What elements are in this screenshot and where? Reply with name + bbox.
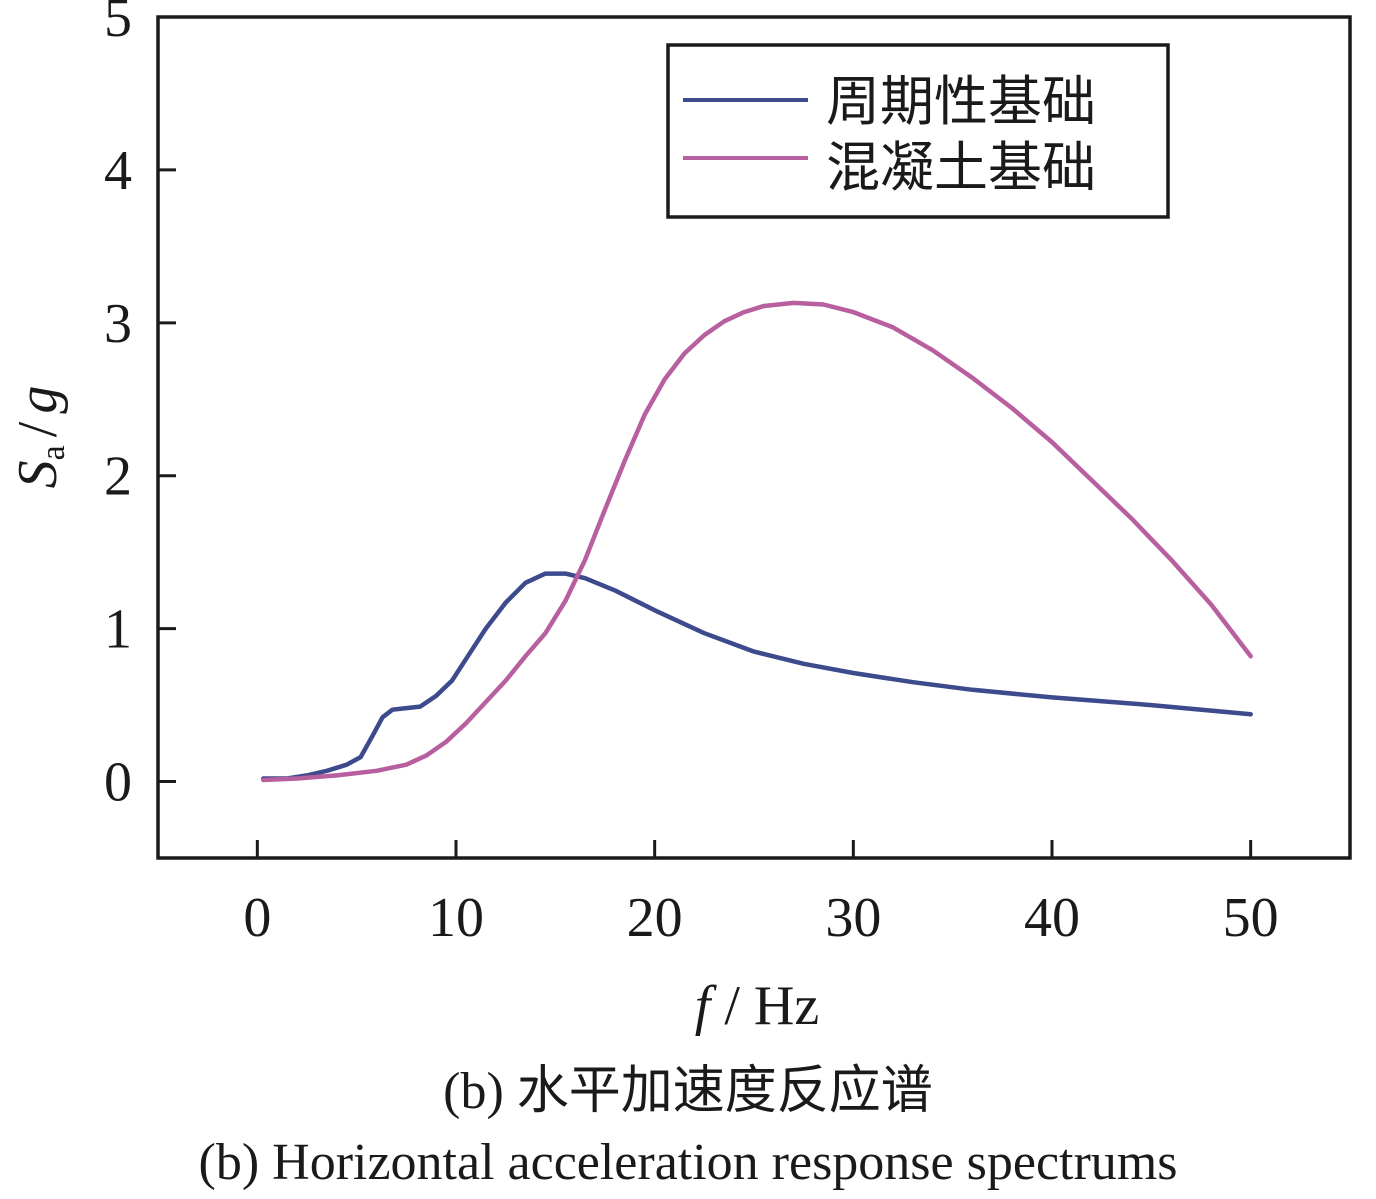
legend-label-concrete: 混凝土基础 — [826, 136, 1096, 199]
legend: 周期性基础 混凝土基础 — [666, 43, 1170, 219]
series-line-periodic — [261, 571, 1253, 781]
y-axis-label: Sa / g — [7, 386, 72, 489]
series-line-concrete — [261, 300, 1253, 783]
y-tick-label: 1 — [104, 599, 132, 661]
svg-text:Sa/g: Sa / g — [7, 386, 72, 489]
legend-box — [666, 43, 1170, 219]
figure-caption-english: (b) Horizontal acceleration response spe… — [198, 1134, 1178, 1191]
x-axis-label: f / Hz — [695, 975, 819, 1037]
tick-labels: 0 10 20 30 40 50 0 1 2 3 4 5 — [104, 0, 1279, 949]
y-axis-label-symbol: S — [7, 460, 69, 488]
x-tick-label: 50 — [1223, 887, 1279, 949]
plot-frame — [156, 15, 1352, 860]
y-tick-label: 0 — [104, 752, 132, 814]
x-tick-label: 0 — [243, 887, 271, 949]
x-tick-label: 30 — [825, 887, 881, 949]
x-tick-label: 40 — [1024, 887, 1080, 949]
figure-caption-chinese: (b) 水平加速度反应谱 — [443, 1063, 933, 1120]
axis-ticks — [158, 15, 1253, 858]
y-axis-label-g: g — [7, 386, 69, 414]
y-tick-label: 4 — [104, 140, 132, 202]
y-tick-label: 5 — [104, 0, 132, 49]
legend-label-periodic: 周期性基础 — [826, 70, 1096, 133]
y-tick-label: 3 — [104, 293, 132, 355]
y-tick-label: 2 — [104, 446, 132, 508]
y-axis-label-slash: / — [7, 421, 69, 437]
x-tick-label: 20 — [627, 887, 683, 949]
series-lines — [261, 300, 1253, 783]
y-axis-label-subscript: a — [35, 445, 72, 460]
x-axis-label-symbol: f — [695, 975, 718, 1037]
x-axis-label-unit: / Hz — [724, 975, 819, 1037]
chart: 0 10 20 30 40 50 0 1 2 3 4 5 周期性基础 混凝土基础 Sa / g f / Hz — [7, 0, 1352, 1037]
x-tick-label: 10 — [428, 887, 484, 949]
